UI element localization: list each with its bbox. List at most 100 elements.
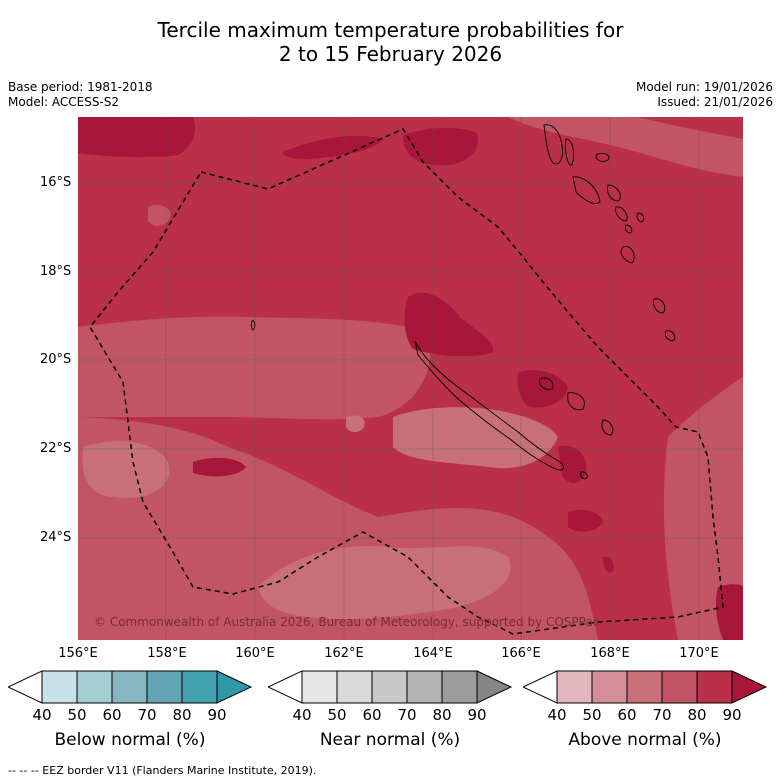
above-seg-5: [696, 670, 733, 704]
chart-title: Tercile maximum temperature probabilitie…: [0, 18, 781, 66]
below-tick-60: 60: [102, 706, 122, 724]
meta-right: Model run: 19/01/2026 Issued: 21/01/2026: [636, 80, 773, 110]
region-90-southeast: [568, 509, 603, 532]
near-tick-70: 70: [397, 706, 417, 724]
vanuatu-island-7: [624, 224, 633, 234]
loyalty-island-2: [567, 392, 585, 411]
colorbar-near-scale: [266, 670, 513, 704]
region-70-west: [78, 316, 431, 420]
below-seg-2: [76, 670, 113, 704]
lon-label-162e: 162°E: [324, 646, 364, 661]
below-title: Below normal (%): [54, 730, 206, 750]
vanuatu-island-8: [636, 212, 645, 223]
colorbar-below: 40 50 60 70 80 90 Below normal (%): [6, 670, 253, 780]
lat-label-20s: 20°S: [40, 352, 72, 367]
region-90-small-s: [603, 556, 614, 573]
region-90-ne-band: [403, 127, 479, 166]
vanuatu-south-1: [653, 298, 666, 314]
lon-label-164e: 164°E: [413, 646, 453, 661]
above-seg-1: [556, 670, 593, 704]
region-60-far-south: [308, 568, 388, 594]
near-tick-90: 90: [467, 706, 487, 724]
region-70-ne: [508, 117, 743, 177]
new-caledonia-coast: [414, 340, 564, 471]
title-line-2: 2 to 15 February 2026: [278, 42, 503, 66]
below-tick-40: 40: [32, 706, 52, 724]
below-seg-3: [111, 670, 148, 704]
below-tick-90: 90: [207, 706, 227, 724]
lon-label-158e: 158°E: [147, 646, 187, 661]
above-tick-60: 60: [617, 706, 637, 724]
above-tick-80: 80: [687, 706, 707, 724]
above-tick-50: 50: [582, 706, 602, 724]
below-tick-70: 70: [137, 706, 157, 724]
above-seg-4: [661, 670, 698, 704]
above-tick-70: 70: [652, 706, 672, 724]
vanuatu-island-6: [620, 245, 635, 264]
near-seg-6: [476, 670, 513, 704]
below-seg-4: [146, 670, 183, 704]
region-90-caledonia: [558, 445, 587, 483]
eez-legend: -- -- -- EEZ border V11 (Flanders Marine…: [8, 764, 317, 777]
near-tick-50: 50: [327, 706, 347, 724]
region-70-east: [663, 377, 743, 640]
near-tick-40: 40: [292, 706, 312, 724]
vanuatu-island-1: [565, 138, 575, 166]
graticule: [78, 117, 743, 640]
vanuatu-espiritu-santo: [543, 124, 563, 165]
near-seg-4: [406, 670, 443, 704]
lon-label-160e: 160°E: [235, 646, 275, 661]
near-title: Near normal (%): [319, 730, 461, 750]
lon-label-168e: 168°E: [590, 646, 630, 661]
issued-date: Issued: 21/01/2026: [657, 95, 773, 109]
above-seg-6: [731, 670, 768, 704]
model-name: Model: ACCESS-S2: [8, 95, 120, 109]
lat-label-22s: 22°S: [40, 441, 72, 456]
above-tick-90: 90: [722, 706, 742, 724]
region-60-small: [346, 415, 365, 433]
below-seg-6: [216, 670, 253, 704]
colorbar-below-scale: [6, 670, 253, 704]
near-tick-80: 80: [432, 706, 452, 724]
lat-label-24s: 24°S: [40, 530, 72, 545]
below-seg-1: [41, 670, 78, 704]
region-60-west: [82, 441, 170, 498]
region-60-center: [393, 407, 558, 469]
vanuatu-island-3: [572, 176, 601, 204]
region-90-n: [283, 135, 383, 159]
vanuatu-island-4: [607, 184, 621, 202]
lon-label-170e: 170°E: [679, 646, 719, 661]
colorbar-near: 40 50 60 70 80 90 Near normal (%): [266, 670, 513, 780]
lon-label-166e: 166°E: [501, 646, 541, 661]
near-tick-60: 60: [362, 706, 382, 724]
below-seg-0: [6, 670, 43, 704]
near-seg-0: [266, 670, 303, 704]
above-seg-0: [521, 670, 558, 704]
lat-label-18s: 18°S: [40, 264, 72, 279]
region-90-east: [517, 370, 568, 408]
copyright-notice: © Commonwealth of Australia 2026, Bureau…: [94, 615, 599, 629]
above-seg-2: [591, 670, 628, 704]
lat-label-16s: 16°S: [40, 175, 72, 190]
loyalty-island-3: [601, 419, 614, 436]
model-run: Model run: 19/01/2026: [635, 80, 773, 94]
below-seg-5: [181, 670, 218, 704]
region-90-nw: [78, 117, 195, 158]
below-tick-80: 80: [172, 706, 192, 724]
below-tick-50: 50: [67, 706, 87, 724]
base-period: Base period: 1981-2018: [8, 80, 153, 94]
near-seg-2: [336, 670, 373, 704]
vanuatu-island-5: [615, 206, 628, 222]
above-tick-40: 40: [547, 706, 567, 724]
above-title: Above normal (%): [568, 730, 722, 750]
solomon-islet: [250, 320, 256, 331]
vanuatu-south-2: [664, 330, 676, 342]
colorbar-above-scale: [521, 670, 768, 704]
probability-map: © Commonwealth of Australia 2026, Bureau…: [78, 117, 743, 640]
coastlines: [250, 124, 676, 480]
region-90-center: [404, 292, 494, 357]
isle-of-pines: [580, 471, 588, 480]
meta-left: Base period: 1981-2018 Model: ACCESS-S2: [8, 80, 153, 110]
lon-label-156e: 156°E: [58, 646, 98, 661]
region-90-west-patch: [193, 457, 246, 477]
